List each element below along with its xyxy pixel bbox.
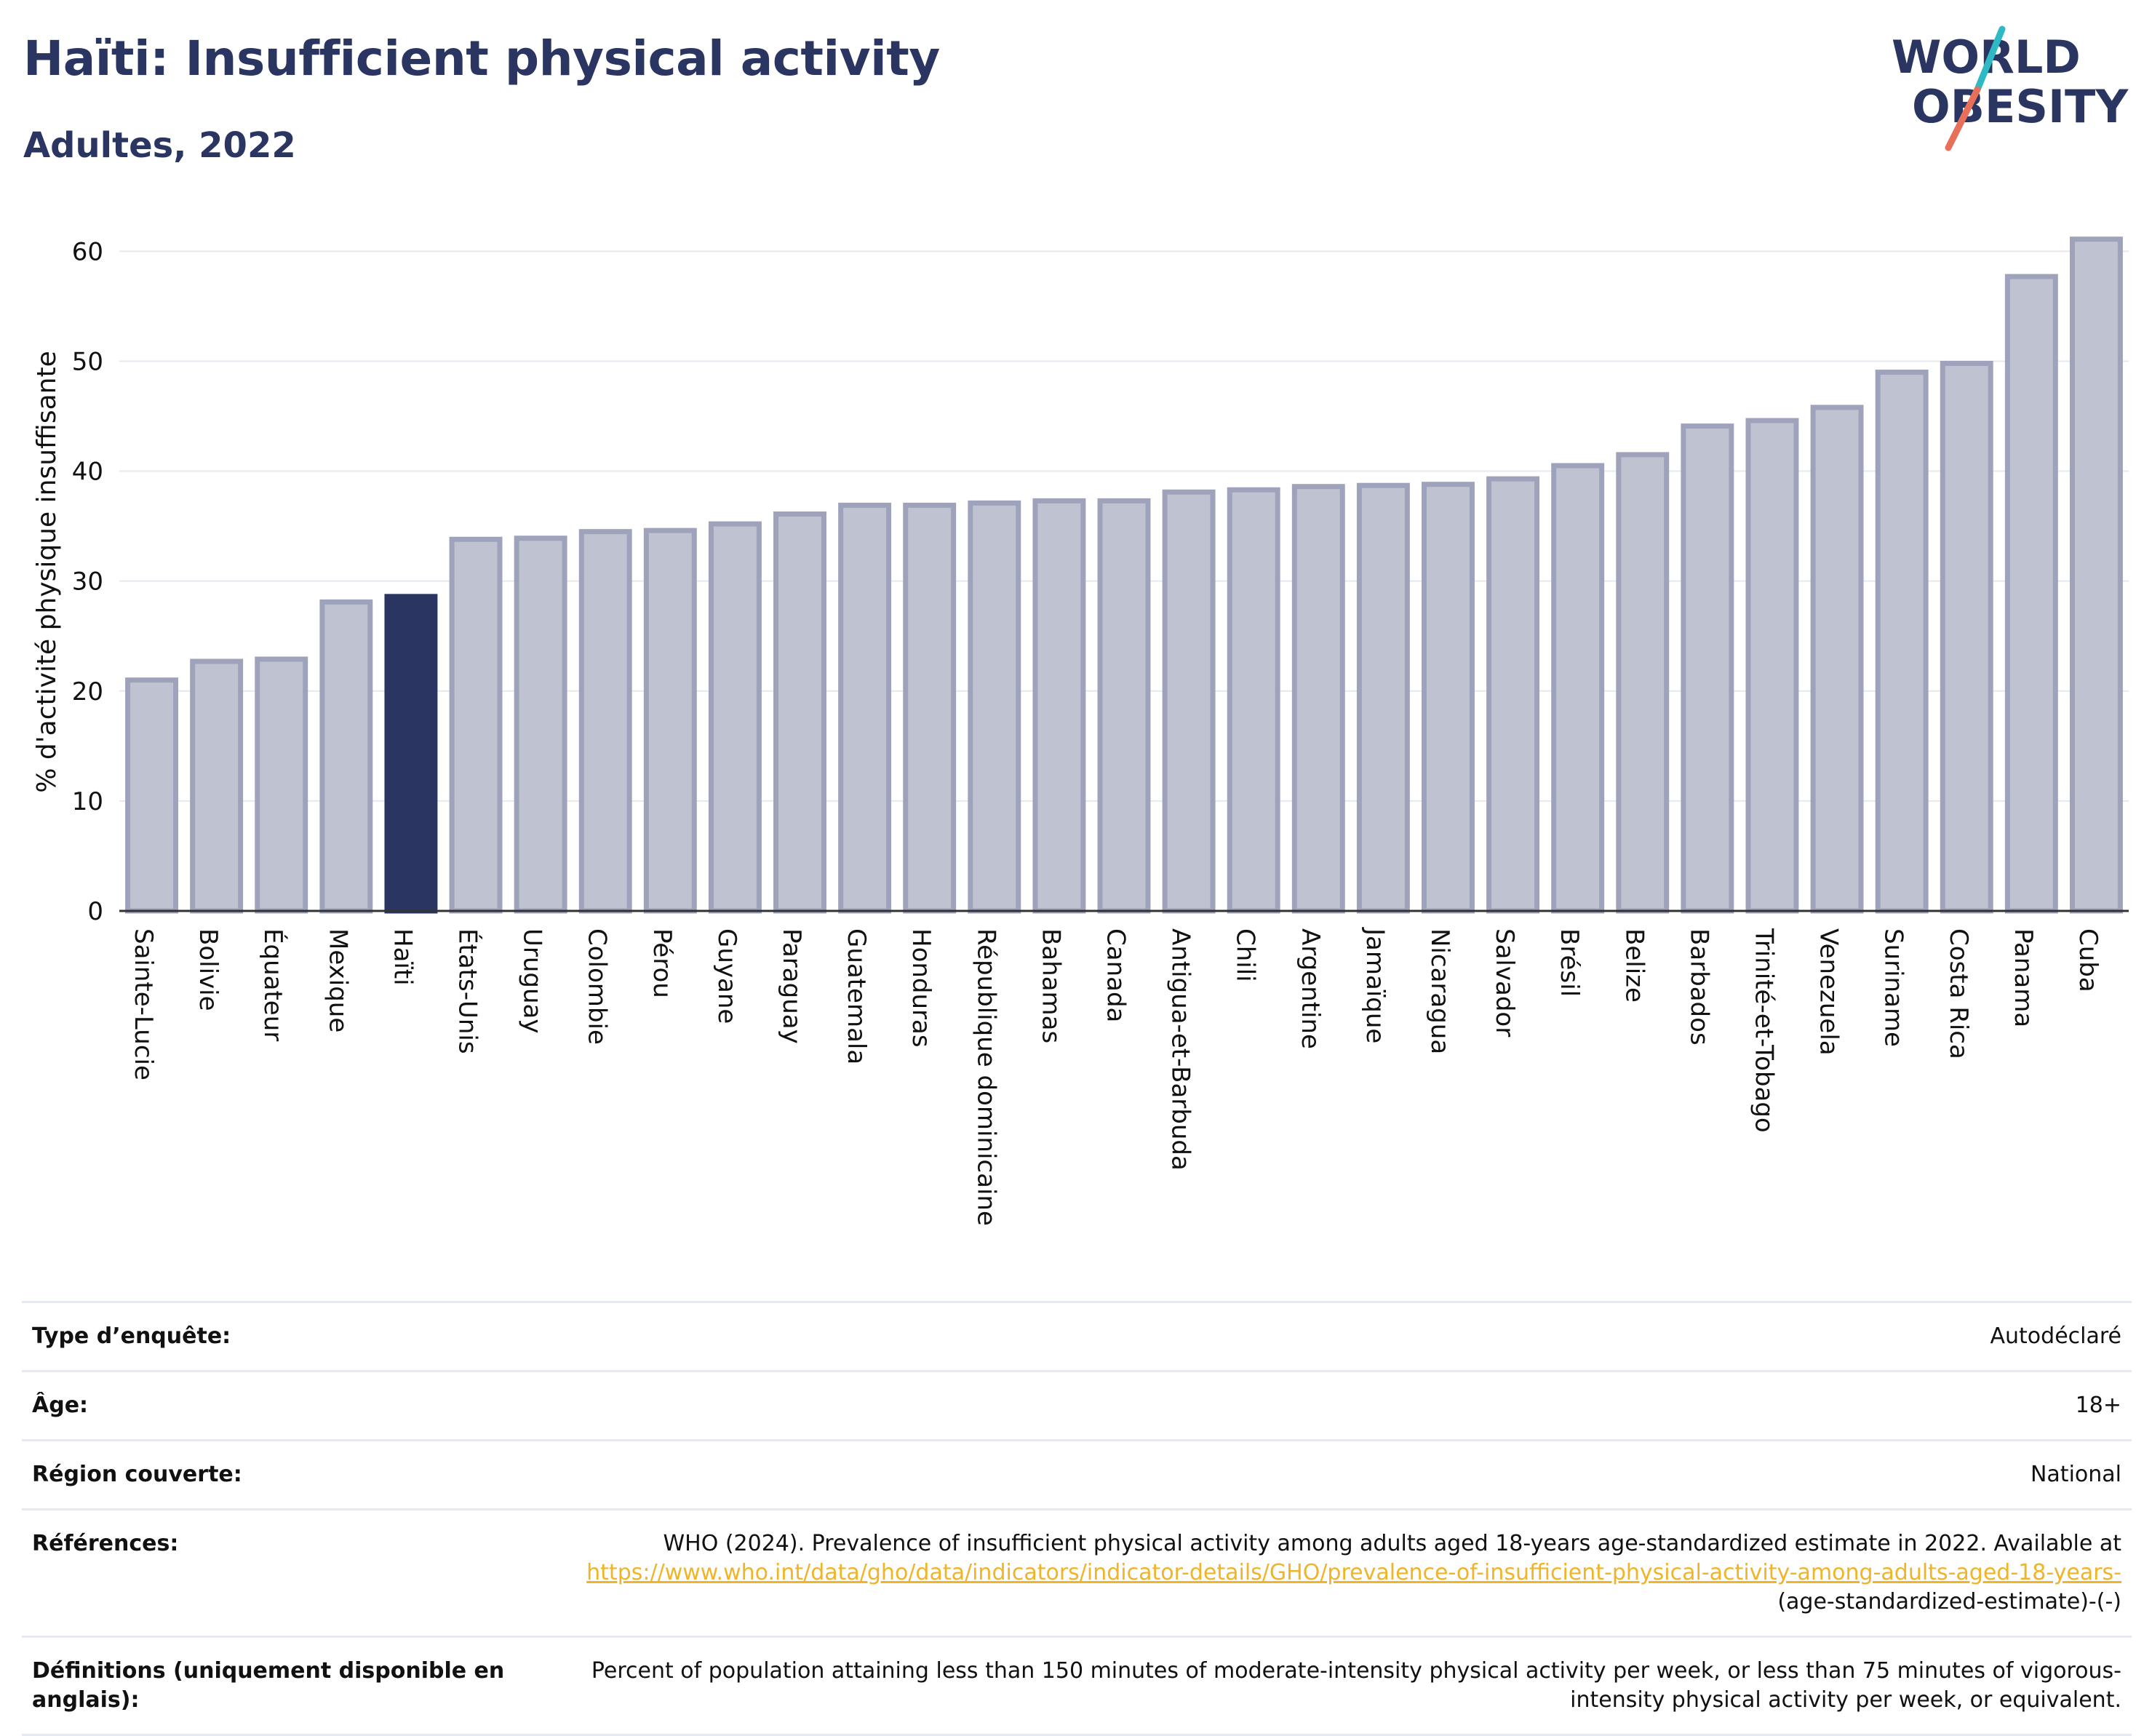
x-tick-label: Paraguay [777, 928, 806, 1044]
table-row: Âge: 18+ [22, 1370, 2132, 1441]
bar-28 [1940, 360, 1993, 914]
x-tick-label: Bolivie [194, 928, 223, 1011]
references-link[interactable]: https://www.who.int/data/gho/data/indica… [586, 1560, 2121, 1585]
bar-chart: 0 10 20 30 40 50 60 Sainte-Lucie Bolivie Équateu… [32, 236, 2129, 1226]
bar-21 [1486, 476, 1540, 914]
table-row: Région couverte: National [22, 1439, 2132, 1510]
bar-5 [449, 536, 503, 914]
age-label: Âge: [22, 1370, 537, 1441]
table-row: Références: WHO (2024). Prevalence of in… [22, 1508, 2132, 1637]
bar-17 [1227, 487, 1280, 914]
x-tick-label: Bahamas [1036, 928, 1065, 1043]
metadata-table: Type d’enquête: Autodéclaré Âge: 18+ Rég… [22, 1301, 2132, 1736]
bar-25 [1745, 418, 1799, 914]
x-tick-label: États-Unis [453, 928, 483, 1054]
y-tick-label: 20 [72, 677, 103, 706]
bar-26 [1810, 405, 1864, 914]
x-tick-label: Uruguay [518, 928, 547, 1034]
y-axis-label: % d'activité physique insuffisante [32, 351, 62, 792]
bar-24 [1681, 423, 1734, 914]
bar-1 [190, 658, 244, 914]
bar-30 [2069, 236, 2123, 914]
references-label: Références: [22, 1508, 537, 1637]
chart-subtitle: Adultes, 2022 [23, 125, 296, 166]
x-tick-label: Salvador [1490, 928, 1519, 1037]
world-obesity-logo: WORLD OBESITY [1892, 25, 2129, 151]
x-tick-label: Suriname [1879, 928, 1908, 1047]
x-tick-label: Haïti [388, 928, 417, 986]
x-tick-label: République dominicaine [971, 928, 1000, 1226]
definitions-label: Définitions (uniquement disponible en an… [22, 1636, 537, 1736]
bars [125, 236, 2123, 914]
x-tick-label: Belize [1619, 928, 1649, 1003]
survey-type-label: Type d’enquête: [22, 1301, 537, 1371]
x-tick-label: Canada [1101, 928, 1131, 1022]
y-tick-label: 10 [72, 787, 103, 816]
x-tick-label: Antigua-et-Barbuda [1166, 928, 1195, 1171]
x-tick-labels: Sainte-Lucie Bolivie Équateur Mexique Haïti É… [129, 927, 2103, 1226]
x-tick-label: Cuba [2073, 928, 2103, 992]
bar-4 [384, 594, 438, 914]
x-tick-label: Guatemala [842, 928, 871, 1064]
bar-29 [2004, 274, 2058, 914]
bar-27 [1875, 370, 1929, 914]
x-tick-label: Nicaragua [1425, 928, 1454, 1054]
logo-slash-top [1974, 25, 2006, 93]
x-tick-label: Trinité-et-Tobago [1749, 928, 1778, 1133]
x-tick-label: Chili [1231, 928, 1260, 982]
x-tick-label: Colombie [583, 928, 612, 1045]
survey-type-value: Autodéclaré [537, 1301, 2132, 1371]
bar-2 [255, 656, 308, 914]
references-suffix: (age-standardized-estimate)-(-) [1777, 1589, 2121, 1614]
bar-18 [1291, 484, 1345, 914]
bar-7 [578, 529, 632, 914]
region-label: Région couverte: [22, 1439, 537, 1510]
x-tick-label: Panama [2009, 928, 2038, 1027]
table-row: Type d’enquête: Autodéclaré [22, 1301, 2132, 1371]
bar-14 [1032, 498, 1086, 914]
x-tick-label: Mexique [323, 928, 352, 1032]
bar-20 [1422, 482, 1475, 914]
x-tick-label: Honduras [906, 928, 936, 1048]
bar-9 [708, 521, 762, 914]
bar-12 [903, 502, 957, 914]
x-tick-label: Costa Rica [1944, 928, 1973, 1059]
x-tick-label: Argentine [1296, 928, 1325, 1049]
chart-title: Haïti: Insufficient physical activity [23, 31, 940, 87]
x-tick-label: Pérou [647, 928, 677, 998]
y-tick-label: 0 [87, 897, 103, 926]
age-value: 18+ [537, 1370, 2132, 1441]
y-tick-label: 30 [72, 568, 103, 597]
region-value: National [537, 1439, 2132, 1510]
bar-19 [1356, 482, 1410, 914]
bar-23 [1616, 452, 1670, 914]
x-tick-label: Sainte-Lucie [129, 928, 158, 1080]
bar-8 [643, 527, 697, 914]
x-tick-label: Guyane [712, 928, 741, 1024]
bar-10 [773, 511, 826, 914]
x-tick-label: Brésil [1555, 928, 1584, 997]
table-row: Définitions (uniquement disponible en an… [22, 1636, 2132, 1736]
references-text: WHO (2024). Prevalence of insufficient p… [663, 1531, 2121, 1556]
y-tick-label: 60 [72, 237, 103, 266]
bar-3 [319, 599, 373, 914]
bar-0 [125, 677, 179, 914]
y-tick-label: 50 [72, 347, 103, 376]
x-tick-label: Venezuela [1814, 928, 1844, 1056]
y-tick-labels: 0 10 20 30 40 50 60 [72, 237, 103, 926]
logo-text-obesity: OBESITY [1912, 80, 2129, 133]
x-tick-label: Équateur [258, 928, 288, 1041]
y-tick-label: 40 [72, 458, 103, 487]
bar-15 [1097, 498, 1151, 914]
x-tick-label: Jamaïque [1360, 927, 1390, 1043]
logo-slash-bottom [1945, 86, 1981, 151]
bar-6 [514, 535, 567, 914]
bar-11 [838, 502, 892, 914]
references-value: WHO (2024). Prevalence of insufficient p… [537, 1508, 2132, 1637]
definitions-value: Percent of population attaining less tha… [537, 1636, 2132, 1736]
bar-22 [1551, 463, 1605, 914]
bar-13 [968, 500, 1021, 914]
bar-16 [1162, 489, 1216, 914]
x-tick-label: Barbados [1684, 928, 1713, 1046]
